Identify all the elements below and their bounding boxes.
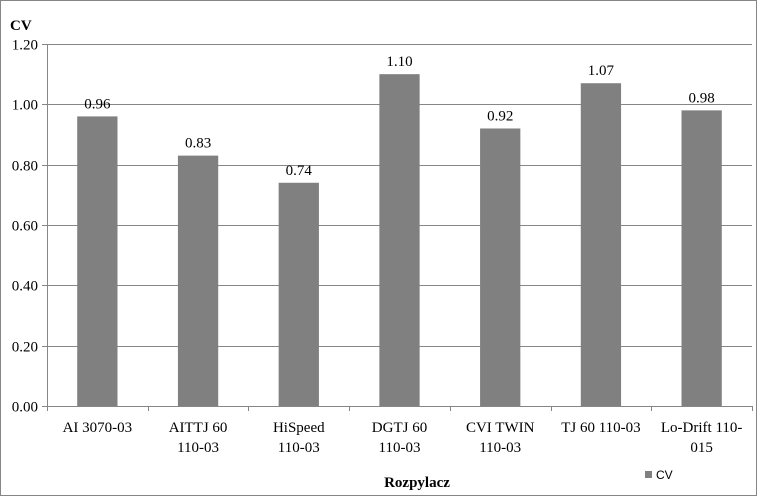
bar bbox=[77, 116, 118, 407]
data-labels: 0.96 0.83 0.74 1.10 0.92 1.07 0.98 bbox=[84, 54, 715, 179]
x-axis-title: Rozpylacz bbox=[384, 475, 450, 491]
bar bbox=[580, 83, 622, 406]
x-tick-label: 110-03 bbox=[479, 440, 521, 456]
data-label: 0.83 bbox=[185, 136, 211, 152]
data-label: 0.98 bbox=[689, 90, 715, 106]
x-tick-label: Lo-Drift 110- bbox=[661, 420, 743, 436]
x-tick-label: 110-03 bbox=[278, 440, 320, 456]
x-tick-label: 110-03 bbox=[177, 440, 219, 456]
data-label: 1.10 bbox=[386, 54, 412, 70]
legend-label: CV bbox=[656, 468, 673, 482]
x-tick-label: 110-03 bbox=[379, 440, 421, 456]
x-tick-label: AITTJ 60 bbox=[169, 420, 228, 436]
data-label: 0.96 bbox=[84, 96, 111, 112]
legend-swatch bbox=[645, 471, 652, 478]
y-tick-label: 0.80 bbox=[12, 159, 38, 175]
axes bbox=[47, 44, 753, 411]
bar bbox=[177, 155, 219, 406]
y-tick-label: 0.60 bbox=[12, 219, 38, 235]
bar bbox=[480, 128, 521, 406]
x-tick-label: 015 bbox=[690, 440, 713, 456]
bars bbox=[77, 74, 722, 407]
x-tick-label: DGTJ 60 bbox=[372, 420, 427, 436]
y-tick-label: 0.20 bbox=[12, 340, 38, 356]
bar bbox=[379, 74, 420, 407]
y-tick-labels: 0.00 0.20 0.40 0.60 0.80 1.00 1.20 bbox=[12, 38, 38, 416]
bar bbox=[278, 182, 319, 406]
y-tick-label: 0.40 bbox=[12, 279, 38, 295]
x-tick-label: HiSpeed bbox=[273, 420, 325, 436]
legend: CV bbox=[645, 468, 673, 482]
y-axis-title: CV bbox=[10, 18, 32, 34]
x-tick-label: AI 3070-03 bbox=[63, 420, 133, 436]
x-tick-label: TJ 60 110-03 bbox=[561, 420, 640, 436]
y-tick-label: 1.00 bbox=[12, 98, 38, 114]
x-tick-label: CVI TWIN bbox=[466, 420, 535, 436]
bar bbox=[681, 110, 722, 406]
data-label: 0.74 bbox=[286, 163, 313, 179]
y-tick-label: 0.00 bbox=[12, 400, 38, 416]
y-tick-label: 1.20 bbox=[12, 38, 38, 54]
x-tick-labels: AI 3070-03 AITTJ 60 110-03 HiSpeed 110-03 DGT… bbox=[63, 420, 743, 456]
data-label: 0.92 bbox=[487, 108, 513, 124]
data-label: 1.07 bbox=[588, 63, 615, 79]
